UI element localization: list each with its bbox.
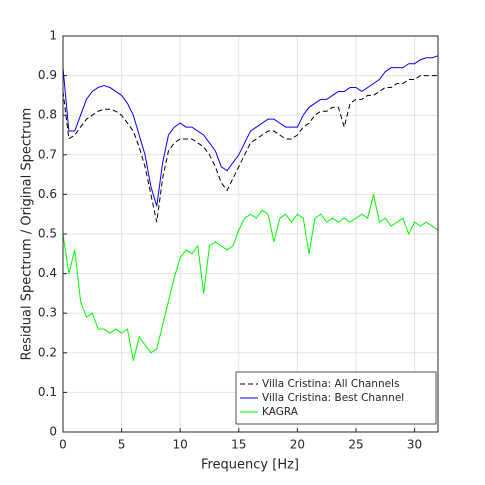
series-line xyxy=(62,75,438,223)
y-tick-label: 0.8 xyxy=(38,108,57,122)
y-tick-label: 0.5 xyxy=(38,227,57,241)
y-tick-label: 0.4 xyxy=(38,266,57,280)
series-line xyxy=(62,194,439,361)
legend: Villa Cristina: All Channels Villa Cristi… xyxy=(235,371,437,425)
y-tick-label: 0 xyxy=(49,425,57,439)
y-tick-label: 0.2 xyxy=(38,345,57,359)
series-line xyxy=(62,55,439,207)
legend-label: Villa Cristina: Best Channel xyxy=(262,392,404,404)
x-tick-label: 10 xyxy=(173,438,188,452)
y-tick-label: 0.7 xyxy=(38,147,57,161)
x-tick-label: 30 xyxy=(407,438,422,452)
x-axis-label: Frequency [Hz] xyxy=(201,458,299,473)
y-tick-label: 0.1 xyxy=(38,385,57,399)
x-tick-label: 15 xyxy=(231,438,246,452)
axes-box xyxy=(62,35,439,433)
legend-label: KAGRA xyxy=(262,406,299,418)
y-tick-label: 0.3 xyxy=(38,306,57,320)
y-axis-label: Residual Spectrum / Original Spectrum xyxy=(20,108,35,361)
x-tick-label: 5 xyxy=(118,438,126,452)
x-tick-label: 0 xyxy=(59,438,67,452)
y-tick-label: 0.6 xyxy=(38,187,57,201)
legend-box xyxy=(235,371,437,425)
y-tick-label: 1 xyxy=(49,29,57,43)
y-tick-label: 0.9 xyxy=(38,68,57,82)
x-tick-label: 25 xyxy=(348,438,363,452)
x-tick-label: 20 xyxy=(290,438,305,452)
legend-label: Villa Cristina: All Channels xyxy=(262,378,399,390)
